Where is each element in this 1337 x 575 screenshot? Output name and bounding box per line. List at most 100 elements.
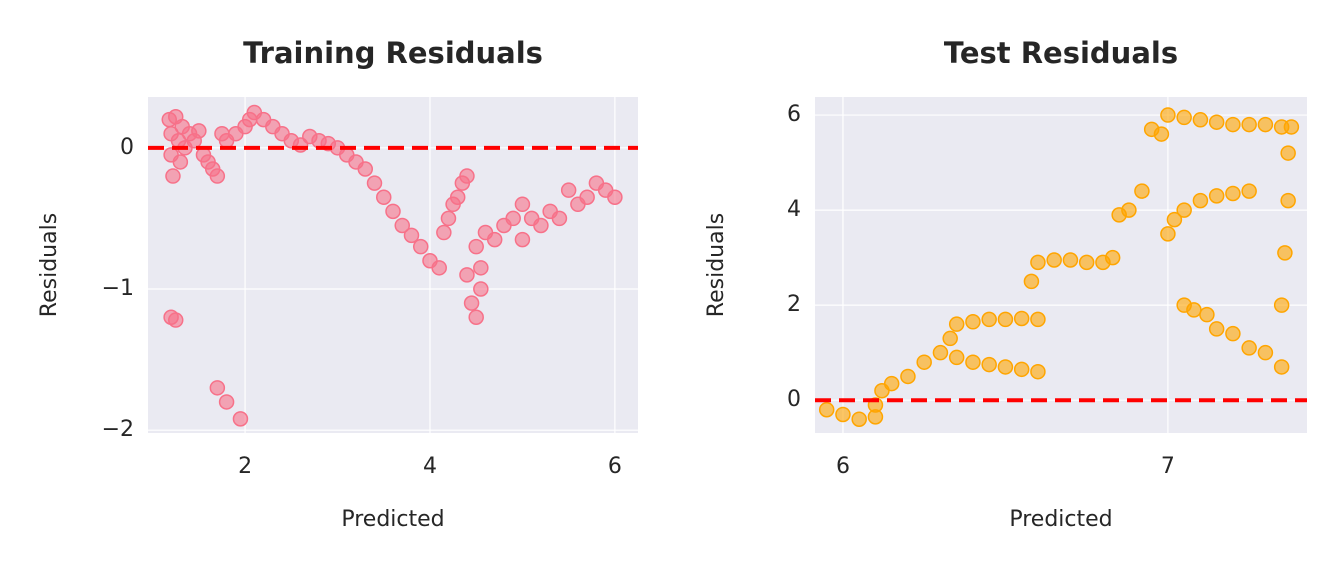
point	[1283, 119, 1300, 135]
point	[412, 238, 429, 255]
plot-area	[148, 97, 638, 433]
point	[1208, 188, 1225, 204]
point	[1030, 311, 1046, 328]
point	[560, 182, 577, 198]
y-tick-label: 2	[787, 292, 801, 317]
x-tick-label: 7	[1161, 454, 1175, 479]
y-tick-label: −2	[102, 417, 134, 442]
point	[1257, 116, 1274, 133]
point	[1199, 306, 1215, 323]
point	[468, 238, 484, 255]
point	[514, 231, 531, 248]
x-tick-label: 6	[836, 454, 850, 479]
y-tick-label: 0	[120, 135, 134, 160]
point	[1176, 202, 1192, 218]
x-tick-label: 2	[238, 454, 252, 479]
point	[232, 411, 249, 427]
subplot: 6 7 0 2 4 6 Test Residuals Predicted Residuals	[704, 36, 1307, 532]
point	[1160, 226, 1176, 242]
point	[449, 189, 466, 205]
point	[1280, 145, 1296, 161]
point	[357, 161, 374, 177]
x-axis-label: Predicted	[341, 507, 444, 532]
point	[1241, 340, 1257, 356]
point	[551, 210, 568, 227]
point	[900, 368, 916, 385]
point	[463, 295, 480, 311]
point	[191, 123, 207, 139]
point	[459, 168, 475, 184]
point	[607, 189, 623, 205]
point	[1104, 249, 1121, 266]
point	[209, 380, 226, 396]
point	[1208, 114, 1225, 130]
point	[218, 394, 235, 410]
y-tick-label: −1	[102, 276, 134, 301]
point	[818, 401, 835, 418]
point	[1078, 254, 1095, 271]
point	[1273, 359, 1290, 375]
subplot: 2 4 6 −2 −1 0 Training Residuals Predicted Resid…	[37, 36, 638, 532]
point	[1023, 273, 1040, 290]
point	[436, 224, 452, 241]
point	[1121, 202, 1137, 218]
point	[1062, 252, 1079, 268]
point	[835, 406, 851, 423]
subplot-title: Training Residuals	[243, 36, 543, 70]
point	[1257, 344, 1274, 361]
point	[385, 203, 401, 220]
point	[1208, 321, 1225, 337]
point	[932, 344, 949, 361]
subplot-title: Test Residuals	[944, 36, 1178, 70]
point	[1192, 112, 1209, 128]
point	[965, 314, 981, 330]
point	[997, 311, 1014, 328]
plot-area	[815, 97, 1307, 433]
point	[1241, 183, 1257, 199]
point	[1030, 363, 1046, 380]
point	[1225, 325, 1241, 342]
point	[1013, 361, 1030, 378]
point	[851, 411, 867, 427]
point	[167, 312, 184, 328]
y-tick-label: 6	[787, 102, 801, 127]
point	[916, 354, 932, 370]
point	[459, 267, 475, 283]
point	[579, 189, 595, 205]
y-axis-label: Residuals	[704, 213, 729, 317]
point	[981, 311, 997, 328]
point	[440, 210, 457, 227]
point	[366, 175, 383, 191]
point	[1013, 310, 1030, 327]
point	[948, 316, 965, 332]
point	[1280, 192, 1296, 209]
point	[1166, 211, 1183, 228]
y-tick-label: 4	[787, 197, 801, 222]
point	[165, 168, 181, 184]
point	[883, 375, 900, 392]
point	[942, 330, 958, 347]
point	[486, 231, 503, 248]
point	[965, 354, 981, 370]
point	[1153, 126, 1170, 142]
point	[505, 210, 521, 227]
point	[394, 217, 410, 234]
point	[1046, 252, 1062, 268]
point	[997, 359, 1014, 375]
point	[981, 356, 997, 373]
point	[209, 168, 226, 184]
point	[1176, 109, 1192, 126]
point	[431, 260, 447, 276]
point	[948, 349, 965, 366]
point	[1160, 107, 1176, 123]
point	[403, 227, 420, 244]
x-tick-label: 4	[423, 454, 437, 479]
point	[1186, 302, 1202, 318]
point	[376, 189, 392, 205]
x-tick-label: 6	[608, 454, 622, 479]
point	[1241, 116, 1257, 133]
point	[473, 281, 489, 297]
point	[1192, 192, 1209, 209]
point	[172, 154, 189, 170]
